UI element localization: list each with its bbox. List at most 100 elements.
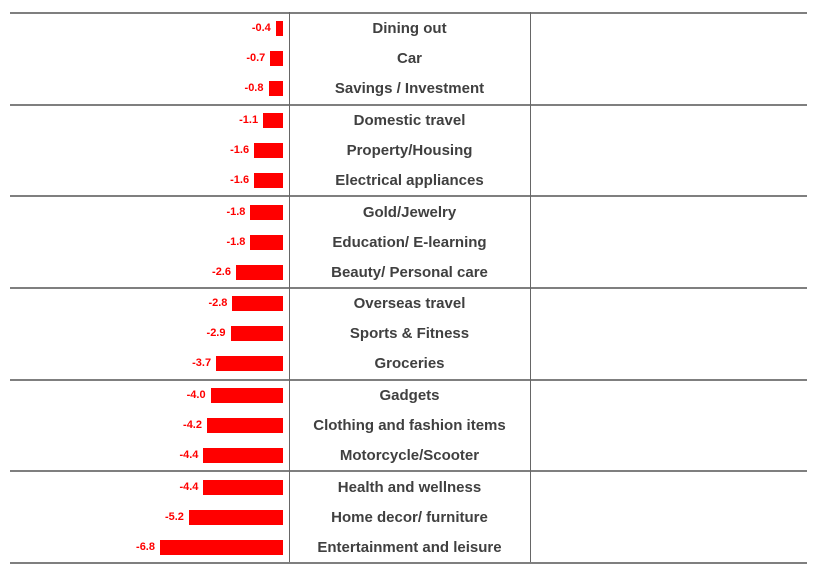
- empty-cell: [530, 502, 807, 532]
- bar-row: -1.8 Education/ E-learning: [10, 227, 807, 257]
- column-divider-left: [289, 12, 290, 562]
- bar-cell: -2.9: [10, 319, 289, 349]
- category-group: -0.4 Dining out -0.7 Car -0.8 Savings / Inves…: [10, 12, 807, 104]
- bar-row: -0.4 Dining out: [10, 14, 807, 44]
- bar: [207, 418, 283, 434]
- empty-cell: [530, 289, 807, 319]
- value-label: -4.4: [179, 480, 199, 493]
- bar-cell: -1.1: [10, 106, 289, 136]
- category-group: -1.8 Gold/Jewelry -1.8 Education/ E-learnin…: [10, 195, 807, 287]
- bar-row: -6.8 Entertainment and leisure: [10, 532, 807, 562]
- value-label: -2.9: [206, 327, 226, 340]
- bar-cell: -4.4: [10, 472, 289, 502]
- empty-cell: [530, 74, 807, 104]
- category-label: Education/ E-learning: [332, 233, 487, 251]
- empty-cell: [530, 349, 807, 379]
- category-group: -2.8 Overseas travel -2.9 Sports & Fitness -…: [10, 287, 807, 379]
- bar: [203, 479, 283, 495]
- empty-cell: [530, 106, 807, 136]
- empty-cell: [530, 136, 807, 166]
- bar: [236, 264, 283, 280]
- category-label: Gold/Jewelry: [362, 203, 457, 221]
- bar-cell: -1.6: [10, 165, 289, 195]
- bar: [254, 172, 283, 188]
- value-label: -1.8: [226, 205, 246, 218]
- category-label: Clothing and fashion items: [313, 417, 506, 435]
- category-label: Groceries: [374, 355, 445, 373]
- category-group: -1.1 Domestic travel -1.6 Property/Housing -…: [10, 103, 807, 196]
- bar-cell: -0.4: [10, 14, 289, 44]
- bar: [268, 81, 283, 97]
- bar-cell: -4.4: [10, 440, 289, 470]
- empty-cell: [530, 472, 807, 502]
- bar-cell: -2.8: [10, 289, 289, 319]
- value-label: -3.7: [192, 357, 212, 370]
- bar-cell: -5.2: [10, 502, 289, 532]
- category-label: Electrical appliances: [335, 171, 484, 189]
- bar-cell: -0.7: [10, 44, 289, 74]
- category-label: Savings / Investment: [334, 80, 485, 98]
- category-group: -4.0 Gadgets -4.2 Clothing and fashion item…: [10, 378, 807, 471]
- bar: [270, 51, 283, 67]
- bar-cell: -0.8: [10, 74, 289, 104]
- bar-row: -0.8 Savings / Investment: [10, 74, 807, 104]
- bar-cell: -1.6: [10, 136, 289, 166]
- value-label: -0.4: [251, 22, 271, 35]
- value-label: -1.8: [226, 235, 246, 248]
- empty-cell: [530, 227, 807, 257]
- empty-cell: [530, 257, 807, 287]
- category-label: Gadgets: [379, 387, 440, 405]
- bar-row: -1.6 Property/Housing: [10, 136, 807, 166]
- bar-table: -0.4 Dining out -0.7 Car -0.8 Savings / Inves…: [10, 12, 807, 564]
- category-label: Property/Housing: [346, 142, 473, 159]
- bar-row: -2.6 Beauty/ Personal care: [10, 257, 807, 287]
- bar: [250, 234, 283, 250]
- bar: [203, 447, 283, 463]
- category-label: Sports & Fitness: [349, 325, 470, 343]
- bar: [216, 356, 283, 372]
- bar-row: -2.8 Overseas travel: [10, 289, 807, 319]
- empty-cell: [530, 440, 807, 470]
- column-divider-right: [530, 12, 531, 562]
- bar-cell: -1.8: [10, 197, 289, 227]
- bar-row: -4.0 Gadgets: [10, 381, 807, 411]
- category-label: Car: [396, 50, 422, 68]
- bar-cell: -1.8: [10, 227, 289, 257]
- bar: [160, 539, 283, 555]
- bar-row: -5.2 Home decor/ furniture: [10, 502, 807, 532]
- bar-cell: -2.6: [10, 257, 289, 287]
- bar: [232, 296, 283, 312]
- bar: [250, 204, 283, 220]
- bar-cell: -4.2: [10, 411, 289, 441]
- value-label: -4.2: [183, 419, 202, 432]
- empty-cell: [530, 381, 807, 411]
- bar: [263, 113, 283, 129]
- category-label: Dining out: [372, 20, 447, 38]
- bar-row: -4.4 Health and wellness: [10, 472, 807, 502]
- value-label: -1.6: [230, 144, 250, 156]
- bar: [210, 388, 283, 404]
- value-label: -1.6: [230, 173, 250, 186]
- bar: [188, 509, 283, 525]
- bar-cell: -4.0: [10, 381, 289, 411]
- value-label: -6.8: [136, 540, 155, 553]
- value-label: -4.4: [179, 448, 199, 461]
- bar-row: -1.6 Electrical appliances: [10, 165, 807, 195]
- value-label: -4.0: [186, 389, 206, 402]
- category-label: Domestic travel: [353, 112, 466, 130]
- empty-cell: [530, 14, 807, 44]
- bar-row: -0.7 Car: [10, 44, 807, 74]
- empty-cell: [530, 197, 807, 227]
- value-label: -5.2: [164, 510, 184, 523]
- empty-cell: [530, 411, 807, 441]
- empty-cell: [530, 319, 807, 349]
- value-label: -0.7: [246, 52, 266, 65]
- bar-row: -1.8 Gold/Jewelry: [10, 197, 807, 227]
- bar-cell: -3.7: [10, 349, 289, 379]
- value-label: -0.8: [244, 82, 264, 95]
- row-groups: -0.4 Dining out -0.7 Car -0.8 Savings / Inves…: [10, 12, 807, 562]
- bar: [230, 326, 283, 342]
- bar-row: -4.2 Clothing and fashion items: [10, 411, 807, 441]
- bar-row: -4.4 Motorcycle/Scooter: [10, 440, 807, 470]
